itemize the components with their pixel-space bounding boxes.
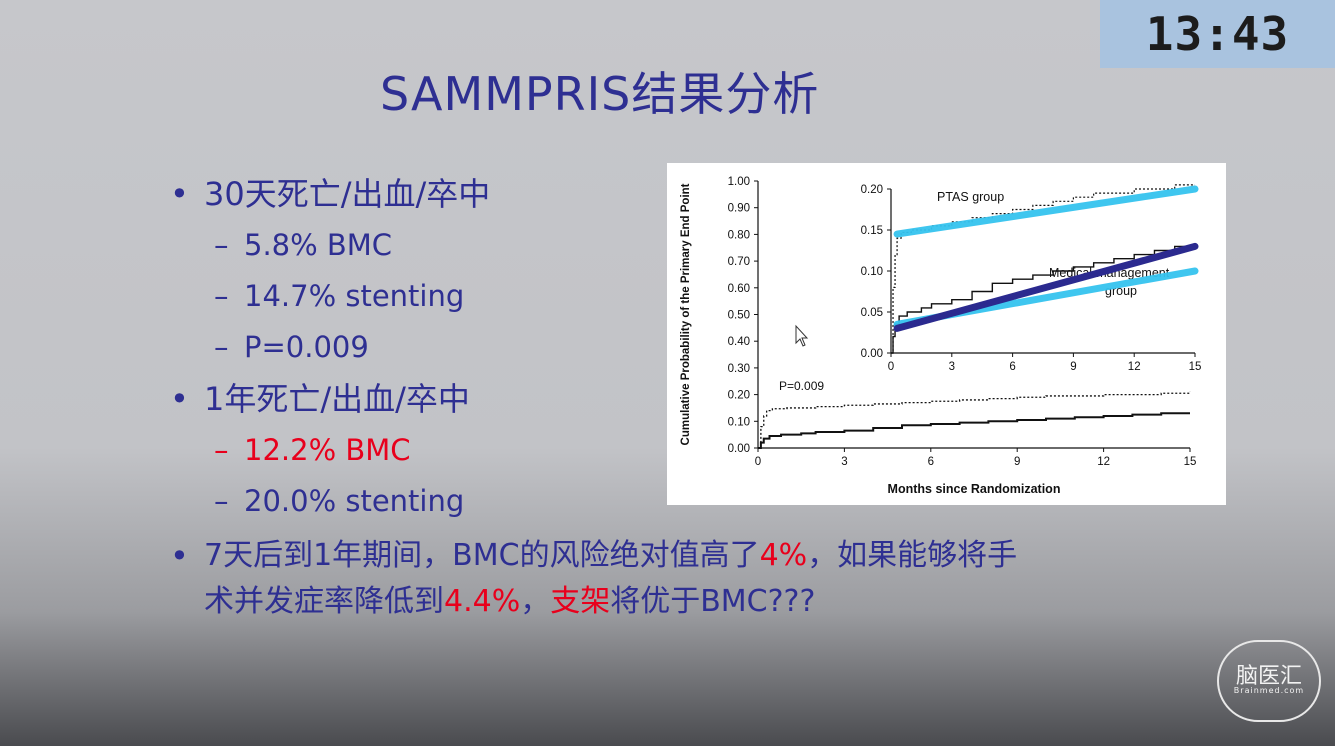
main-y-tick-label: 0.10 — [728, 416, 750, 428]
inset-x-tick-label: 6 — [1009, 361, 1015, 373]
slide-title: SAMMPRIS结果分析 — [380, 67, 820, 121]
countdown-timer: 13:43 — [1100, 0, 1335, 68]
main-x-tick-label: 9 — [1014, 456, 1020, 468]
bullet-conclusion: 7天后到1年期间，BMC的风险绝对值高了4%，如果能够将手术并发症率降低到4.4… — [170, 533, 1024, 625]
sub-bullet-text: 14.7% stenting — [244, 279, 465, 313]
main-x-tick-label: 6 — [928, 456, 934, 468]
main-x-tick-label: 12 — [1097, 456, 1110, 468]
main-y-tick-label: 0.30 — [728, 363, 750, 375]
main-y-tick-label: 0.00 — [728, 443, 750, 455]
main-y-tick-label: 1.00 — [728, 176, 750, 188]
inset-x-tick-label: 9 — [1070, 361, 1076, 373]
main-series-solid — [758, 412, 1190, 449]
conclusion-highlight: 4% — [759, 538, 808, 573]
main-x-tick-label: 0 — [755, 456, 761, 468]
main-y-tick-label: 0.70 — [728, 256, 750, 268]
trend-line-navy — [893, 242, 1199, 332]
main-x-tick-label: 3 — [841, 456, 847, 468]
sub-bullet-text: 5.8% BMC — [244, 228, 393, 262]
inset-x-tick-label: 3 — [949, 361, 955, 373]
conclusion-highlight: 支架 — [550, 584, 611, 619]
main-series-dotted — [758, 391, 1191, 449]
sub-bullet-text: 20.0% stenting — [244, 484, 465, 518]
logo-subtext: Brainmed.com — [1233, 686, 1305, 695]
sub-bullet-text: P=0.009 — [244, 330, 369, 364]
inset-y-tick-label: 0.05 — [861, 307, 883, 319]
sub-bullet: –20.0% stenting — [214, 484, 465, 518]
inset-x-tick-label: 15 — [1189, 361, 1202, 373]
bullet-30-day: 30天死亡/出血/卒中 — [170, 168, 1030, 220]
p-value-annotation: P=0.009 — [779, 379, 824, 393]
bullet-1-year: 1年死亡/出血/卒中 — [170, 373, 1030, 425]
main-y-tick-label: 0.60 — [728, 283, 750, 295]
sub-bullet: – P=0.009 — [214, 330, 369, 364]
main-x-axis-label: Months since Randomization — [888, 482, 1061, 496]
main-y-tick-label: 0.20 — [728, 390, 750, 402]
conclusion-text: ，如果能够将手术并发症率降低到 — [204, 538, 1018, 619]
brainmed-logo: 脑医汇 Brainmed.com — [1217, 640, 1321, 722]
cursor-icon — [795, 324, 809, 347]
main-x-tick-label: 15 — [1184, 456, 1197, 468]
main-y-tick-label: 0.80 — [728, 229, 750, 241]
main-y-tick-label: 0.90 — [728, 203, 750, 215]
kaplan-meier-chart: 0.00 0.10 0.20 0.30 0.40 0.50 0.60 0.70 0.80 0.90… — [667, 163, 1226, 505]
bullet-list: 30天死亡/出血/卒中 –5.8% BMC –14.7% stenting –P… — [170, 168, 1030, 625]
inset-series-solid — [891, 245, 1195, 354]
inset-x-tick-label: 0 — [888, 361, 894, 373]
conclusion-text: ， — [520, 584, 551, 619]
ptas-group-label: PTAS group — [937, 190, 1004, 204]
logo-text: 脑医汇 — [1235, 664, 1302, 689]
inset-y-tick-label: 0.15 — [861, 225, 883, 237]
sub-bullet: –5.8% BMC — [214, 228, 393, 262]
conclusion-text: 将优于BMC??? — [610, 584, 816, 619]
main-y-tick-label: 0.40 — [728, 336, 750, 348]
inset-y-tick-label: 0.10 — [861, 266, 883, 278]
conclusion-text: 7天后到1年期间，BMC的风险绝对值高了 — [204, 538, 760, 573]
main-y-tick-label: 0.50 — [728, 310, 750, 322]
inset-x-tick-label: 12 — [1128, 361, 1141, 373]
sub-bullet: –12.2% BMC — [214, 433, 411, 467]
inset-y-tick-label: 0.20 — [861, 184, 883, 196]
inset-y-tick-label: 0.00 — [861, 348, 883, 360]
trend-line-cyan — [893, 185, 1199, 238]
conclusion-highlight: 4.4% — [444, 584, 521, 619]
sub-bullet-text: 12.2% BMC — [244, 433, 411, 467]
main-y-axis-label: Cumulative Probability of the Primary En… — [680, 183, 692, 445]
chart-svg: 0.00 0.10 0.20 0.30 0.40 0.50 0.60 0.70 0.80 0.90… — [680, 176, 1202, 496]
sub-bullet: –14.7% stenting — [214, 279, 465, 313]
